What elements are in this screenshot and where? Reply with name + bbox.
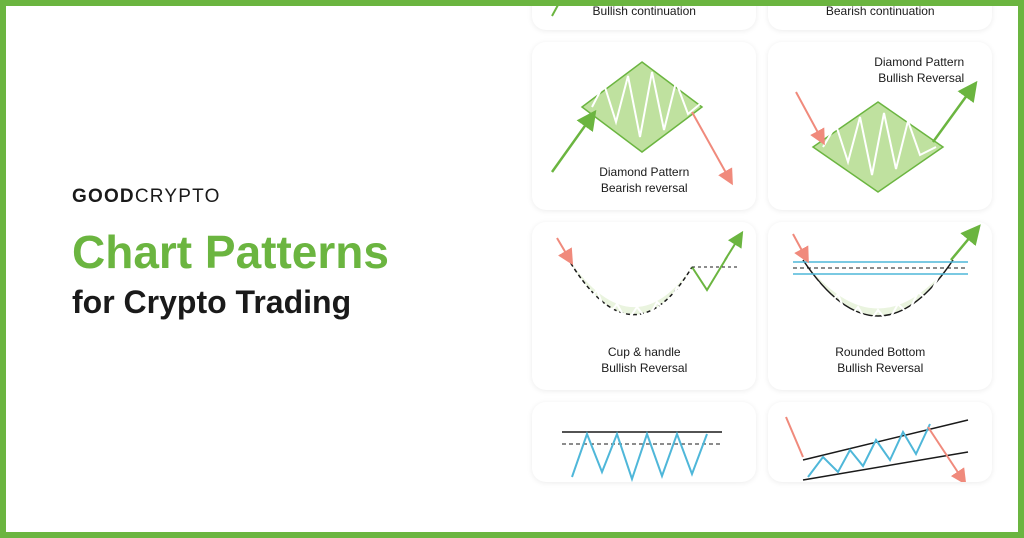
logo-bold: GOOD [72,186,135,207]
card-cup-handle: Cup & handle Bullish Reversal [532,222,756,390]
card-rounded-bottom: Rounded Bottom Bullish Reversal [768,222,992,390]
brand-logo: GOODCRYPTO [72,186,532,208]
bottom-1-svg [532,402,752,482]
cup-handle-svg [532,222,752,390]
bottom-2-svg [768,402,988,482]
card-diamond-bullish: Diamond Pattern Bullish Reversal [768,42,992,210]
card-bottom-1 [532,402,756,482]
card-bullish-continuation: from bullish trend Bullish continuation [532,0,756,30]
pattern-top-cut-1 [532,0,752,30]
rounded-bottom-svg [768,222,988,390]
logo-rest: CRYPTO [135,186,221,207]
card-bearish-continuation: from bearish trend Bearish continuation [768,0,992,30]
diamond-bullish-svg [768,42,988,210]
pattern-grid: from bullish trend Bullish continuation … [532,0,992,482]
diamond-bearish-svg [532,42,752,210]
headline: Chart Patterns [72,228,532,276]
card-label: from bearish trend Bearish continuation [826,0,935,19]
main-frame: GOODCRYPTO Chart Patterns for Crypto Tra… [0,0,1024,538]
card-diamond-bearish: Diamond Pattern Bearish reversal [532,42,756,210]
card-bottom-2 [768,402,992,482]
left-panel: GOODCRYPTO Chart Patterns for Crypto Tra… [6,6,532,532]
subhead: for Crypto Trading [72,284,532,321]
right-panel: from bullish trend Bullish continuation … [532,6,1018,532]
